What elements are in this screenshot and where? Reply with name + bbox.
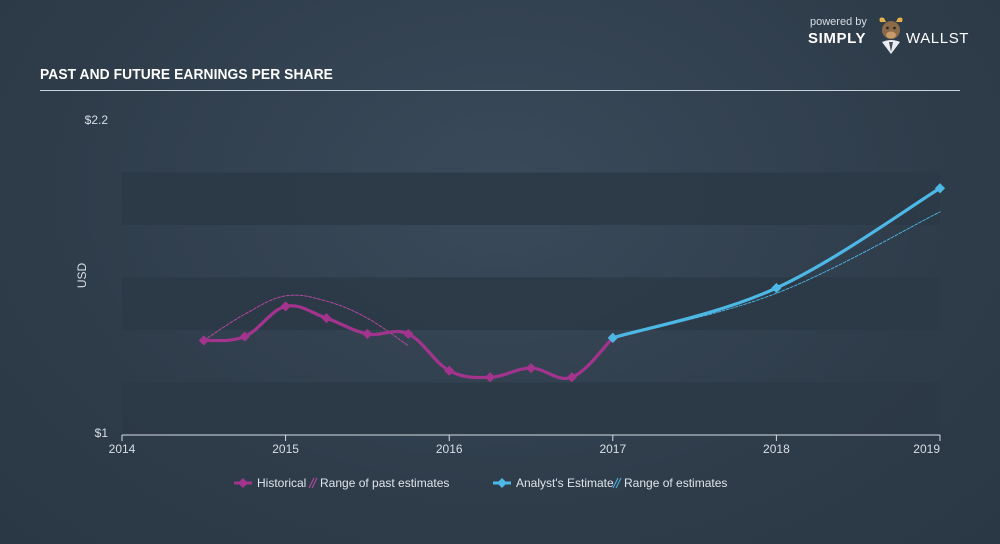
legend-future-range[interactable]: Range of estimates	[612, 476, 727, 490]
x-tick-label: 2019	[913, 442, 940, 456]
data-point-historical	[525, 362, 537, 374]
x-tick-label: 2017	[599, 442, 626, 456]
powered-by-label: powered by	[810, 16, 867, 28]
data-point-historical	[444, 365, 455, 376]
y-tick-label: $1	[95, 426, 109, 440]
data-point-historical	[198, 335, 209, 346]
legend-historical-label: Historical	[257, 476, 307, 490]
brand-name-left: SIMPLY	[808, 30, 867, 47]
title-divider	[40, 90, 960, 91]
chart-band	[122, 172, 940, 225]
data-point-historical	[485, 372, 496, 383]
series-line-past-range	[203, 294, 409, 347]
x-tick-label: 2014	[109, 442, 136, 456]
y-tick-label: $2.2	[85, 113, 109, 127]
brand-name-right: WALLST	[906, 30, 970, 47]
legend-historical-swatch	[234, 478, 252, 488]
chart-legend: Historical Range of past estimates Analy…	[0, 474, 1000, 494]
data-point-historical	[280, 301, 291, 312]
chart-band	[122, 382, 940, 435]
legend-analyst-swatch	[493, 478, 511, 488]
data-point-historical	[321, 313, 332, 324]
bull-icon	[876, 14, 906, 59]
legend-analyst-label: Analyst's Estimate	[516, 476, 614, 490]
y-axis-label: USD	[75, 263, 89, 289]
chart-axes: 2014 2015 2016 2017 2018 2019 $2.2 $1 USD	[75, 113, 941, 456]
legend-future-range-swatch	[612, 477, 622, 489]
data-point-historical	[403, 328, 414, 340]
legend-future-range-label: Range of estimates	[624, 476, 728, 490]
x-tick-label: 2016	[436, 442, 463, 456]
legend-analyst[interactable]: Analyst's Estimate	[493, 476, 614, 490]
chart-band	[122, 277, 940, 330]
legend-historical[interactable]: Historical	[234, 476, 306, 490]
data-point-analyst	[607, 332, 618, 343]
chart-bands	[122, 172, 940, 435]
x-tick-label: 2015	[272, 442, 299, 456]
legend-past-range-label: Range of past estimates	[320, 476, 450, 490]
legend-past-range[interactable]: Range of past estimates	[308, 476, 449, 490]
data-point-historical	[362, 328, 373, 340]
brand-logo[interactable]: powered by SIMPLY WALLST	[806, 14, 990, 58]
chart-title: PAST AND FUTURE EARNINGS PER SHARE	[40, 66, 333, 83]
x-tick-label: 2018	[763, 442, 790, 456]
legend-past-range-swatch	[308, 477, 318, 489]
